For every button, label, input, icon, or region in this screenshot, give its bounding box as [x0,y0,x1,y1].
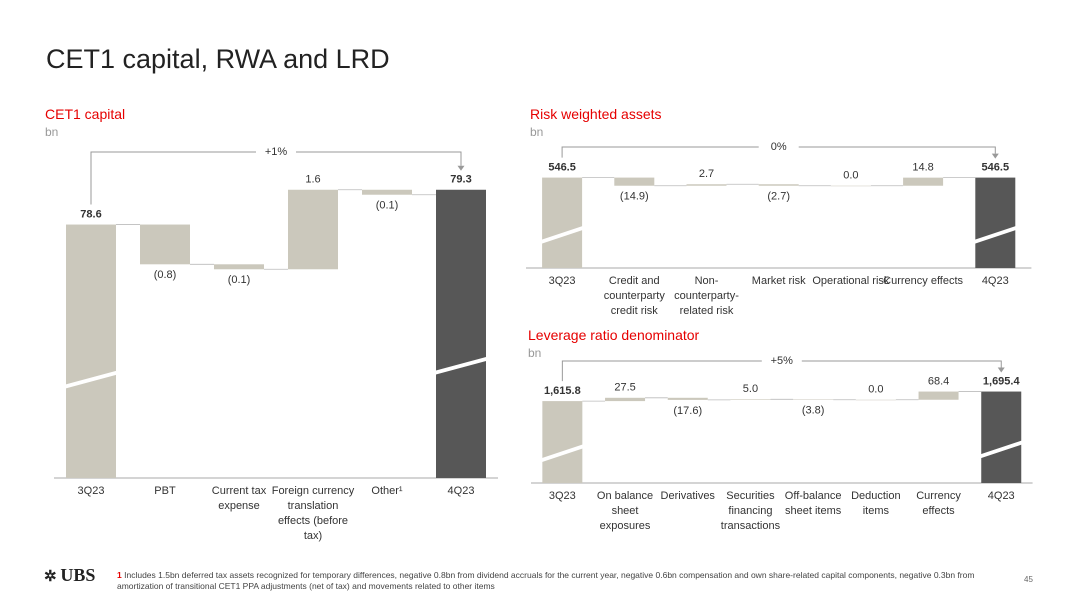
chart-title: Risk weighted assets [530,106,662,122]
bar [605,397,646,402]
chart-title: CET1 capital [45,106,126,122]
x-tick-label: PBT [154,485,176,497]
value-label: (2.7) [767,191,790,203]
change-bracket [561,146,759,158]
value-label: (0.1) [228,274,251,286]
value-label: 2.7 [699,168,714,180]
x-tick-label: Currency effects [916,490,961,517]
x-tick-label: 4Q23 [447,485,475,497]
value-label: 546.5 [982,161,1010,173]
bar [214,264,264,270]
x-tick-label: Credit and counterparty credit risk [603,275,665,317]
chart-subtitle: bn [528,346,542,360]
axis-break [541,225,584,244]
value-label: 1.6 [305,174,320,186]
bar [830,185,871,187]
change-label: 0% [771,141,787,153]
slide-title: CET1 capital, RWA and LRD [46,44,390,74]
value-label: 5.0 [743,383,758,395]
value-label: 78.6 [80,208,101,220]
bar [542,401,583,483]
chart-subtitle: bn [45,125,59,139]
x-tick-label: Current tax expense [211,485,267,512]
change-bracket [296,151,462,166]
axis-break [541,444,584,463]
chart-title: Leverage ratio denominator [528,327,700,343]
x-tick-label: Securities financing transactions [720,490,781,532]
bar [140,224,190,265]
bar [362,189,412,195]
x-tick-label: 3Q23 [548,490,576,502]
bar [686,184,727,186]
x-tick-label: Other¹ [371,485,403,497]
logo: ✲ UBS [44,565,95,586]
value-label: (14.9) [620,191,649,203]
x-tick-label: 3Q23 [77,485,105,497]
bar [793,399,834,400]
change-bracket [561,360,762,382]
bar [66,224,116,478]
value-label: 0.0 [843,170,858,182]
bar [981,391,1022,483]
change-bracket [90,151,256,205]
x-tick-label: Currency effects [883,275,964,287]
x-tick-label: On balance sheet exposures [596,490,654,532]
bar [288,189,338,270]
change-arrow [991,153,999,159]
value-label: 1,695.4 [983,375,1021,387]
axis-break [974,225,1017,244]
bar [903,177,944,186]
x-tick-label: 4Q23 [981,275,1009,287]
value-label: 27.5 [614,382,635,394]
value-label: 1,615.8 [544,385,581,397]
bar [855,399,896,401]
bar [614,177,655,186]
x-tick-label: 4Q23 [987,490,1015,502]
page-number: 45 [1024,575,1033,584]
x-tick-label: Off-balance sheet items [784,490,842,517]
logo-icon: ✲ [44,569,61,585]
value-label: 0.0 [868,384,883,396]
value-label: 546.5 [548,161,576,173]
x-tick-label: 3Q23 [548,275,576,287]
x-tick-label: Operational risk [812,275,890,287]
footnote: 1 Includes 1.5bn deferred tax assets rec… [117,570,977,592]
bar [975,177,1016,268]
footnote-text: Includes 1.5bn deferred tax assets recog… [117,570,975,591]
change-label: +1% [265,146,288,158]
bar [667,397,708,400]
value-label: (17.6) [673,405,702,417]
x-tick-label: Derivatives [660,490,715,502]
logo-text: UBS [60,565,96,585]
axis-break [65,370,117,389]
bar [918,391,959,400]
axis-break [980,440,1023,459]
x-tick-label: Non-counterparty-related risk [674,275,739,317]
change-arrow [997,367,1005,373]
x-tick-label: Deduction items [851,490,901,517]
change-bracket [798,146,996,154]
axis-break [435,356,487,375]
bar [436,189,486,478]
change-label: +5% [771,355,794,367]
footnote-marker: 1 [117,570,122,580]
value-label: 14.8 [912,162,933,174]
value-label: (0.1) [376,200,399,212]
bar [730,399,771,400]
value-label: (0.8) [154,269,177,281]
bar [542,177,583,268]
x-tick-label: Foreign currency translation effects (be… [271,485,355,542]
bar [758,184,799,186]
chart-subtitle: bn [530,125,544,139]
value-label: (3.8) [802,405,825,417]
value-label: 79.3 [450,174,471,186]
value-label: 68.4 [928,375,949,387]
x-tick-label: Market risk [751,275,806,287]
change-bracket [801,360,1002,368]
change-arrow [457,165,465,171]
